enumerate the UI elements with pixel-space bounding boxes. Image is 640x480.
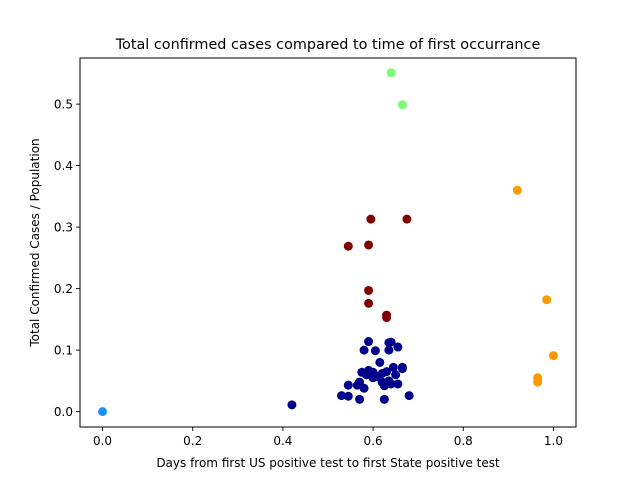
plot-area xyxy=(80,58,576,427)
data-point xyxy=(343,391,353,401)
data-point xyxy=(542,295,552,305)
data-point xyxy=(386,337,396,347)
data-point xyxy=(375,357,385,367)
data-point xyxy=(368,371,378,381)
data-points xyxy=(98,68,558,417)
x-tick-label: 1.0 xyxy=(544,434,563,448)
y-tick-label: 0.5 xyxy=(54,98,73,112)
data-point xyxy=(391,370,401,380)
data-point xyxy=(533,377,543,387)
data-point xyxy=(287,400,297,410)
data-point xyxy=(386,379,396,389)
data-point xyxy=(359,345,369,355)
data-point xyxy=(512,185,522,195)
data-point xyxy=(388,362,398,372)
x-tick-label: 0.6 xyxy=(364,434,383,448)
y-tick-label: 0.0 xyxy=(54,405,73,419)
data-point xyxy=(402,214,412,224)
data-point xyxy=(352,380,362,390)
data-point xyxy=(364,298,374,308)
data-point xyxy=(337,391,347,401)
data-point xyxy=(364,337,374,347)
y-axis-label: Total Confirmed Cases / Population xyxy=(28,138,42,347)
data-point xyxy=(382,367,392,377)
y-tick-label: 0.4 xyxy=(54,159,73,173)
data-point xyxy=(98,407,108,417)
data-point xyxy=(343,380,353,390)
y-axis-ticks: 0.0 0.1 0.2 0.3 0.4 0.5 xyxy=(54,98,80,419)
data-point xyxy=(548,351,558,361)
data-point xyxy=(393,379,403,389)
data-point xyxy=(359,383,369,393)
data-point xyxy=(397,100,407,110)
x-axis-label: Days from first US positive test to firs… xyxy=(156,456,500,470)
data-point xyxy=(370,346,380,356)
data-point xyxy=(397,364,407,374)
plot-frame xyxy=(79,57,577,428)
data-point xyxy=(386,68,396,78)
data-point xyxy=(384,345,394,355)
data-point xyxy=(393,342,403,352)
x-tick-label: 0.4 xyxy=(273,434,292,448)
data-point xyxy=(364,240,374,250)
y-tick-label: 0.2 xyxy=(54,282,73,296)
data-point xyxy=(404,391,414,401)
data-point xyxy=(379,394,389,404)
data-point xyxy=(382,313,392,323)
y-tick-label: 0.3 xyxy=(54,221,73,235)
data-point xyxy=(366,214,376,224)
x-tick-label: 0.0 xyxy=(93,434,112,448)
data-point xyxy=(364,285,374,295)
y-tick-label: 0.1 xyxy=(54,344,73,358)
chart-title: Total confirmed cases compared to time o… xyxy=(115,37,541,53)
x-tick-label: 0.2 xyxy=(183,434,202,448)
x-axis-ticks: 0.0 0.2 0.4 0.6 0.8 1.0 xyxy=(93,427,563,448)
x-tick-label: 0.8 xyxy=(454,434,473,448)
data-point xyxy=(343,241,353,251)
data-point xyxy=(355,394,365,404)
